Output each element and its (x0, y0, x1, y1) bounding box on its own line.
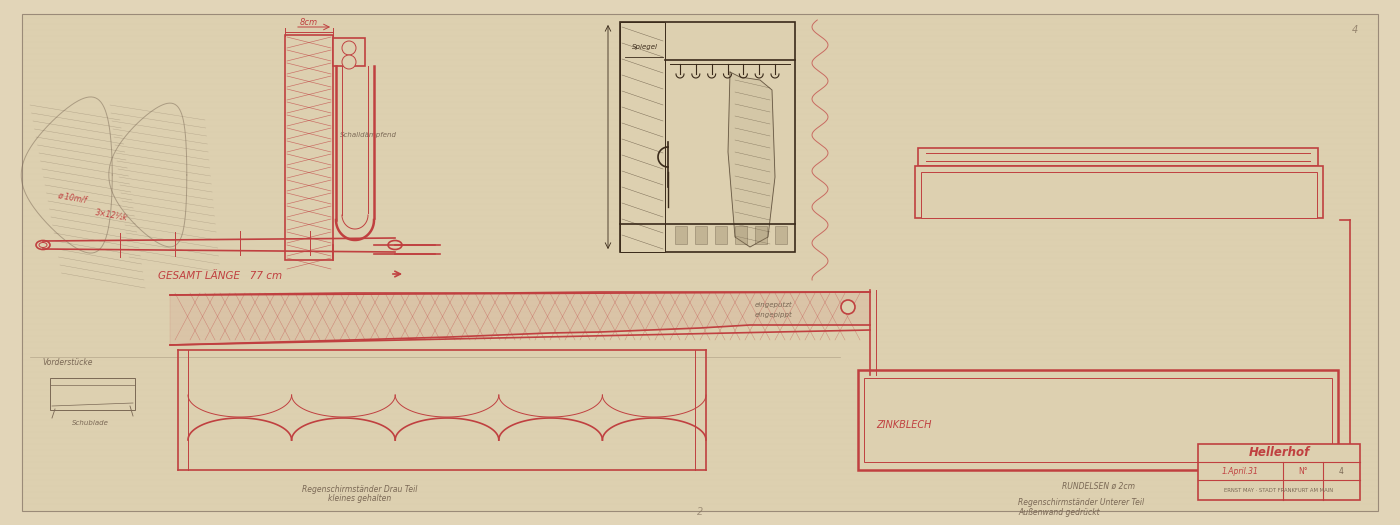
Circle shape (841, 300, 855, 314)
Ellipse shape (36, 240, 50, 249)
Bar (715, 226, 727, 244)
Polygon shape (728, 72, 776, 247)
Bar (694, 226, 707, 244)
Bar (333, 38, 365, 66)
Ellipse shape (39, 243, 48, 247)
Bar (776, 226, 787, 244)
Bar (858, 370, 1338, 470)
Ellipse shape (388, 240, 402, 249)
Bar (620, 22, 665, 252)
Text: Außenwand gedrückt: Außenwand gedrückt (1018, 508, 1099, 517)
Text: N°: N° (1298, 467, 1308, 476)
Bar (1198, 444, 1359, 500)
Text: Schublade: Schublade (71, 420, 108, 426)
Bar (864, 378, 1331, 462)
Text: RUNDELSEN ø 2cm: RUNDELSEN ø 2cm (1061, 482, 1134, 491)
Text: Spiegel: Spiegel (631, 44, 658, 50)
Text: GESAMT LÄNGE   77 cm: GESAMT LÄNGE 77 cm (158, 271, 283, 281)
Text: 4: 4 (1352, 25, 1358, 35)
Text: ZINKBLECH: ZINKBLECH (876, 420, 931, 430)
Bar (755, 226, 767, 244)
Text: Regenschirmständer Unterer Teil: Regenschirmständer Unterer Teil (1018, 498, 1144, 507)
Text: Hellerhof: Hellerhof (1249, 446, 1309, 459)
Text: Vorderstücke: Vorderstücke (42, 358, 92, 367)
Polygon shape (169, 292, 869, 345)
Text: 2: 2 (697, 507, 703, 517)
Bar (918, 148, 1317, 166)
Text: 1.April.31: 1.April.31 (1222, 467, 1259, 476)
Bar (735, 226, 748, 244)
Text: 4: 4 (1338, 467, 1344, 476)
Circle shape (342, 41, 356, 55)
Bar (620, 22, 795, 252)
Text: ERNST MAY · STADT FRANKFURT AM MAIN: ERNST MAY · STADT FRANKFURT AM MAIN (1225, 488, 1334, 492)
Bar (675, 226, 687, 244)
Text: eingepippt: eingepippt (755, 312, 792, 318)
Text: ø 10m/f: ø 10m/f (57, 191, 87, 205)
Bar (916, 166, 1323, 218)
Text: 8cm: 8cm (300, 18, 318, 27)
Text: eingeputzt: eingeputzt (755, 302, 792, 308)
Text: kleines gehalten: kleines gehalten (329, 494, 392, 503)
Text: 3×12½k: 3×12½k (95, 208, 129, 222)
Bar (286, 35, 333, 260)
Bar (50, 378, 134, 410)
Circle shape (342, 55, 356, 69)
Bar (868, 382, 1329, 460)
Bar (921, 172, 1317, 218)
Text: Regenschirmständer Drau Teil: Regenschirmständer Drau Teil (302, 485, 417, 494)
Text: Schalldämpfend: Schalldämpfend (340, 132, 398, 138)
